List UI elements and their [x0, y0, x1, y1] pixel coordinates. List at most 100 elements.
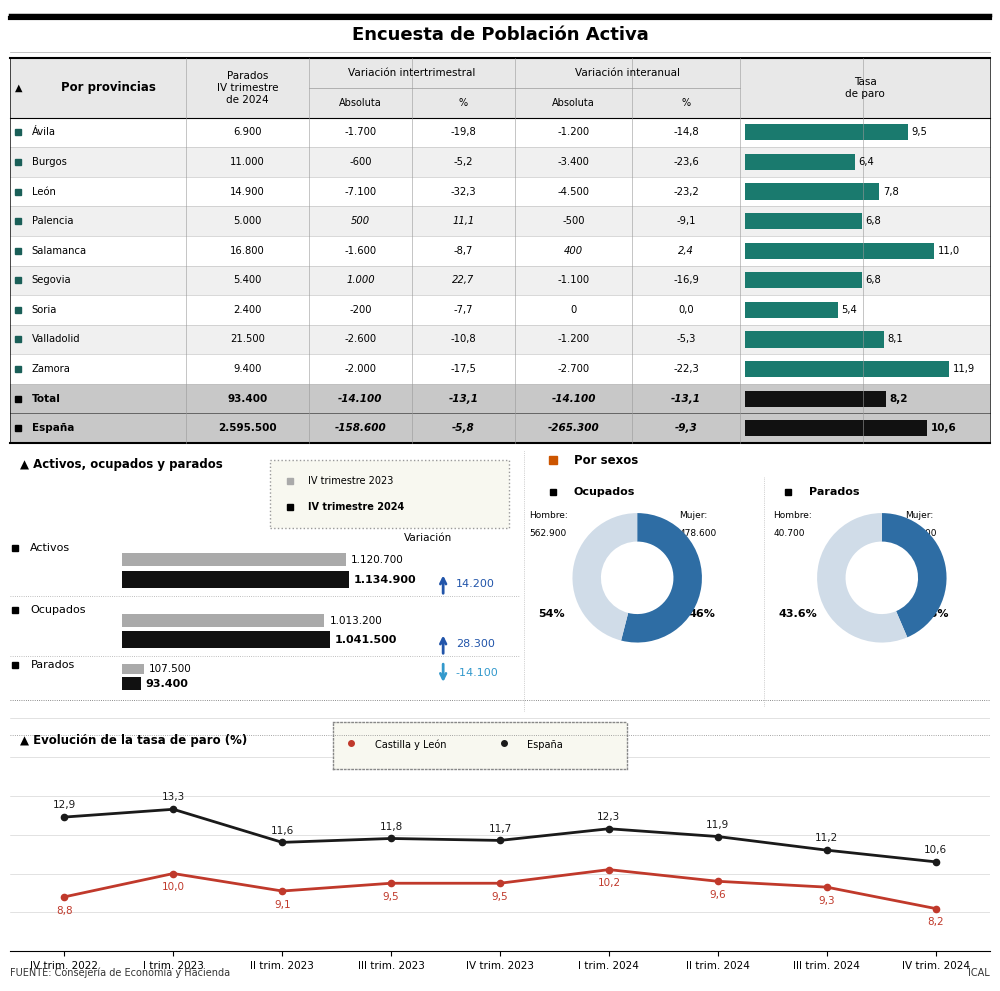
Text: FUENTE: Consejería de Economía y Hacienda: FUENTE: Consejería de Economía y Haciend…: [10, 967, 230, 978]
Text: Por provincias: Por provincias: [61, 81, 155, 94]
FancyBboxPatch shape: [270, 461, 509, 528]
Text: -19,8: -19,8: [450, 128, 476, 138]
Text: ▲ Evolución de la tasa de paro (%): ▲ Evolución de la tasa de paro (%): [20, 733, 247, 747]
Text: -2.000: -2.000: [344, 364, 376, 374]
Bar: [10, 266, 990, 295]
Text: 6,8: 6,8: [866, 275, 881, 285]
Text: 2.400: 2.400: [233, 305, 262, 315]
Text: Tasa
de paro: Tasa de paro: [845, 77, 885, 99]
Text: -500: -500: [562, 216, 585, 226]
Text: Variación interanual: Variación interanual: [575, 68, 680, 78]
Text: Parados
IV trimestre
de 2024: Parados IV trimestre de 2024: [217, 71, 278, 105]
Text: 5.400: 5.400: [233, 275, 262, 285]
Text: Burgos: Burgos: [32, 157, 66, 166]
Bar: [10, 176, 990, 206]
Text: 11,9: 11,9: [706, 820, 729, 829]
Text: 11,9: 11,9: [953, 364, 975, 374]
Text: ICAL: ICAL: [968, 968, 990, 978]
Text: %: %: [682, 98, 691, 108]
Text: 7,8: 7,8: [883, 186, 898, 196]
Text: 11,1: 11,1: [452, 216, 474, 226]
Bar: [10, 58, 990, 118]
Text: 1.000: 1.000: [346, 275, 375, 285]
Text: España: España: [32, 423, 74, 433]
Text: 22,7: 22,7: [452, 275, 474, 285]
Text: 12,9: 12,9: [53, 801, 76, 811]
Text: Hombre:: Hombre:: [529, 510, 568, 519]
Text: -13,1: -13,1: [448, 393, 478, 403]
Text: 9,3: 9,3: [818, 896, 835, 906]
Text: -200: -200: [349, 305, 372, 315]
Text: 1.013.200: 1.013.200: [329, 615, 382, 626]
Text: Absoluta: Absoluta: [339, 98, 382, 108]
Text: 11,0: 11,0: [938, 246, 960, 256]
Text: 0: 0: [570, 305, 577, 315]
Bar: [10, 354, 990, 384]
Text: -14.100: -14.100: [456, 668, 499, 678]
Bar: [745, 273, 862, 288]
Text: 2.595.500: 2.595.500: [218, 423, 277, 433]
Text: -32,3: -32,3: [450, 186, 476, 196]
Text: Parados: Parados: [809, 487, 859, 496]
Text: Variación intertrimestral: Variación intertrimestral: [348, 68, 475, 78]
Text: Mujer:: Mujer:: [680, 510, 708, 519]
Text: -14.100: -14.100: [551, 393, 596, 403]
Text: 400: 400: [564, 246, 583, 256]
Text: -1.100: -1.100: [557, 275, 590, 285]
Text: -23,2: -23,2: [673, 186, 699, 196]
Text: IV trimestre 2024: IV trimestre 2024: [308, 502, 404, 512]
Text: 6,4: 6,4: [859, 157, 874, 166]
Text: Ocupados: Ocupados: [574, 487, 635, 496]
Text: -9,3: -9,3: [675, 423, 698, 433]
Text: -9,1: -9,1: [676, 216, 696, 226]
Text: Segovia: Segovia: [32, 275, 71, 285]
Text: Palencia: Palencia: [32, 216, 73, 226]
Text: -1.700: -1.700: [344, 128, 376, 138]
Text: 14.200: 14.200: [456, 580, 495, 590]
Text: 9,5: 9,5: [912, 128, 928, 138]
Text: Valladolid: Valladolid: [32, 335, 80, 345]
Text: %: %: [459, 98, 468, 108]
Text: -14,8: -14,8: [673, 128, 699, 138]
Point: [303, 82, 315, 94]
Bar: [745, 331, 884, 348]
Bar: [10, 236, 990, 266]
Text: 1.041.500: 1.041.500: [335, 635, 397, 645]
Text: 9,5: 9,5: [492, 892, 508, 902]
Bar: [745, 243, 934, 259]
Text: Salamanca: Salamanca: [32, 246, 87, 256]
Text: 93.400: 93.400: [228, 393, 268, 403]
Text: 6,8: 6,8: [866, 216, 881, 226]
Text: 16.800: 16.800: [230, 246, 265, 256]
Bar: [745, 154, 855, 170]
Bar: [122, 631, 330, 648]
Text: 1.120.700: 1.120.700: [351, 555, 404, 565]
Text: -17,5: -17,5: [450, 364, 476, 374]
Text: IV trimestre 2023: IV trimestre 2023: [308, 477, 393, 487]
Text: -1.200: -1.200: [557, 128, 590, 138]
Text: 8,2: 8,2: [927, 918, 944, 928]
Text: -16,9: -16,9: [673, 275, 699, 285]
Text: 5.000: 5.000: [233, 216, 262, 226]
Text: 9,6: 9,6: [709, 890, 726, 900]
Text: ▲ Activos, ocupados y parados: ▲ Activos, ocupados y parados: [20, 458, 223, 471]
Text: 14.900: 14.900: [230, 186, 265, 196]
Text: 11,2: 11,2: [815, 833, 838, 843]
Bar: [122, 614, 324, 627]
Text: Zamora: Zamora: [32, 364, 70, 374]
Text: 500: 500: [351, 216, 370, 226]
Text: Por sexos: Por sexos: [574, 454, 638, 467]
Text: -3.400: -3.400: [558, 157, 589, 166]
Text: -265.300: -265.300: [548, 423, 599, 433]
Text: 28.300: 28.300: [456, 639, 495, 649]
Text: Hombre:: Hombre:: [774, 510, 812, 519]
Text: ▲: ▲: [15, 83, 22, 93]
Text: Soria: Soria: [32, 305, 57, 315]
Text: 43.6%: 43.6%: [778, 609, 817, 619]
Text: 46%: 46%: [689, 609, 716, 619]
Text: -5,2: -5,2: [454, 157, 473, 166]
Bar: [10, 413, 990, 443]
Text: -2.700: -2.700: [557, 364, 590, 374]
Bar: [745, 183, 879, 199]
Text: -5,8: -5,8: [452, 423, 475, 433]
